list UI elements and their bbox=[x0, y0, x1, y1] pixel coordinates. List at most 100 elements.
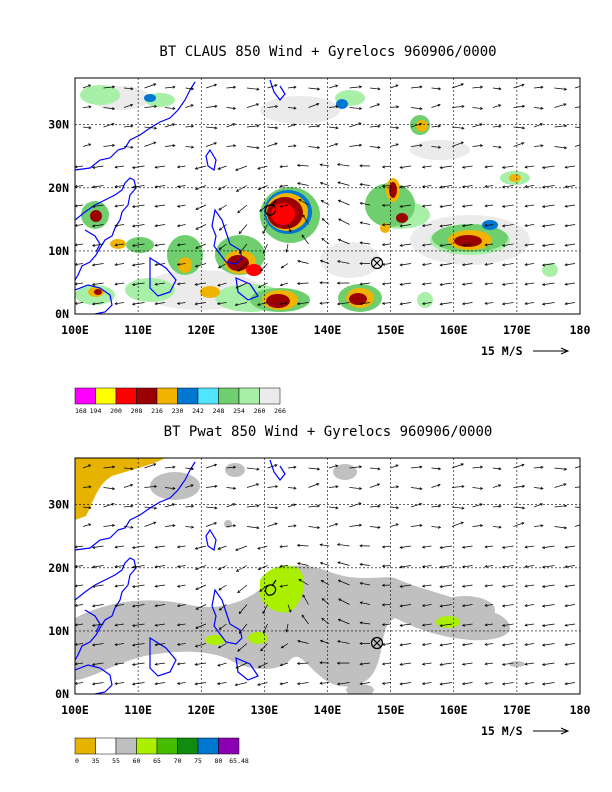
wind-vector-head bbox=[194, 662, 198, 666]
wind-vector-head bbox=[563, 504, 568, 508]
wind-vector-head bbox=[564, 565, 568, 569]
wind-vector bbox=[92, 545, 104, 548]
wind-vector-head bbox=[114, 185, 118, 189]
wind-vector-head bbox=[262, 230, 266, 235]
wind-vector-head bbox=[301, 234, 305, 238]
wind-vector bbox=[177, 662, 186, 665]
wind-vector bbox=[337, 561, 350, 566]
wind-vector-head bbox=[153, 521, 157, 525]
wind-vector bbox=[513, 522, 524, 527]
wind-vector bbox=[195, 302, 207, 305]
wind-vector-head bbox=[316, 504, 321, 508]
wind-vector-head bbox=[501, 204, 506, 208]
wind-vector bbox=[565, 224, 576, 227]
wind-vector-head bbox=[439, 682, 443, 686]
wind-vector-head bbox=[359, 182, 363, 186]
x-tick-labels-panel2: 100E 110E 120E 130E 140E 150E 160E 170E 180 bbox=[61, 703, 590, 717]
wind-vector-head bbox=[521, 522, 525, 525]
wind-vector bbox=[472, 86, 483, 89]
wind-vector-head bbox=[217, 283, 221, 287]
wind-vector-head bbox=[293, 123, 297, 127]
wind-vector bbox=[155, 584, 166, 587]
wind-vector-head bbox=[218, 207, 222, 211]
wind-vector-head bbox=[257, 567, 261, 571]
wind-vector-head bbox=[91, 662, 96, 666]
wind-vector bbox=[440, 623, 453, 627]
wind-vector bbox=[195, 584, 207, 590]
wind-vector-head bbox=[274, 105, 279, 109]
wind-vector-head bbox=[130, 525, 134, 529]
wind-vector-head bbox=[421, 185, 426, 189]
wind-vector bbox=[258, 662, 268, 668]
wind-vector bbox=[321, 580, 330, 586]
wind-vector bbox=[321, 218, 330, 225]
colorbar-swatch bbox=[74, 737, 96, 755]
wind-vector bbox=[410, 144, 422, 147]
wind-vector-head bbox=[195, 246, 199, 249]
wind-vector bbox=[320, 164, 330, 167]
wind-vector-head bbox=[114, 643, 118, 647]
wind-vector bbox=[554, 125, 567, 128]
wind-vector-head bbox=[524, 185, 528, 189]
wind-vector-head bbox=[275, 126, 279, 130]
wind-vector-head bbox=[439, 584, 443, 588]
wind-vector bbox=[451, 141, 464, 147]
wind-vector-head bbox=[233, 524, 237, 528]
wind-vector bbox=[382, 662, 391, 665]
x-tick-label: 140E bbox=[314, 323, 342, 337]
wind-vector bbox=[301, 234, 309, 245]
colorbar-swatch bbox=[95, 387, 117, 405]
wind-vector bbox=[185, 526, 194, 528]
wind-vector bbox=[462, 185, 473, 188]
wind-vector-head bbox=[539, 123, 544, 126]
wind-vector-head bbox=[217, 265, 222, 269]
wind-vector-head bbox=[381, 623, 385, 627]
wind-vector-head bbox=[484, 564, 488, 568]
wind-vector bbox=[492, 87, 501, 90]
wind-vector bbox=[177, 682, 186, 685]
wind-vector-head bbox=[395, 464, 399, 468]
wind-vector-head bbox=[358, 502, 362, 506]
wind-vector bbox=[280, 565, 289, 567]
wind-vector-head bbox=[563, 467, 568, 471]
wind-vector bbox=[177, 224, 186, 227]
wind-vector bbox=[185, 467, 194, 470]
wind-vector-head bbox=[480, 85, 484, 89]
panel-title-pwat: BT Pwat 850 Wind + Gyrelocs 960906/0000 bbox=[164, 424, 493, 440]
wind-vector-head bbox=[213, 83, 218, 87]
wind-vector bbox=[297, 302, 309, 305]
wind-vector-head bbox=[461, 565, 466, 569]
wind-vector-head bbox=[381, 301, 386, 305]
wind-vector bbox=[502, 243, 514, 246]
wind-vector-head bbox=[194, 264, 198, 268]
colorbar-swatch bbox=[95, 737, 117, 755]
wind-vector bbox=[349, 122, 361, 128]
wind-vector bbox=[302, 214, 309, 225]
wind-vector bbox=[281, 643, 289, 649]
wind-vector bbox=[400, 302, 412, 305]
wind-vector-head bbox=[279, 564, 283, 568]
wind-vector bbox=[132, 165, 145, 169]
wind-vector bbox=[287, 124, 296, 128]
wind-vector-head bbox=[130, 87, 134, 91]
wind-vector bbox=[422, 185, 432, 188]
wind-vector bbox=[164, 525, 175, 527]
wind-vector-head bbox=[377, 87, 381, 91]
wind-vector bbox=[400, 545, 412, 548]
wind-vector bbox=[177, 282, 186, 285]
colorbar-label: 200 bbox=[110, 407, 122, 415]
wind-vector bbox=[308, 103, 319, 108]
colorbar-label: 208 bbox=[131, 407, 143, 415]
wind-vector bbox=[103, 86, 115, 89]
y-tick-label: 20N bbox=[48, 181, 69, 195]
wind-vector-head bbox=[524, 243, 528, 247]
wind-vector bbox=[75, 545, 84, 548]
wind-vector bbox=[132, 224, 145, 227]
wind-vector-head bbox=[256, 467, 260, 471]
wind-vector bbox=[513, 126, 525, 129]
wind-vector-head bbox=[319, 181, 323, 185]
wind-vector-head bbox=[439, 565, 443, 569]
wind-vector bbox=[502, 165, 514, 168]
wind-vector-head bbox=[484, 243, 488, 247]
wind-vector-head bbox=[319, 163, 323, 167]
